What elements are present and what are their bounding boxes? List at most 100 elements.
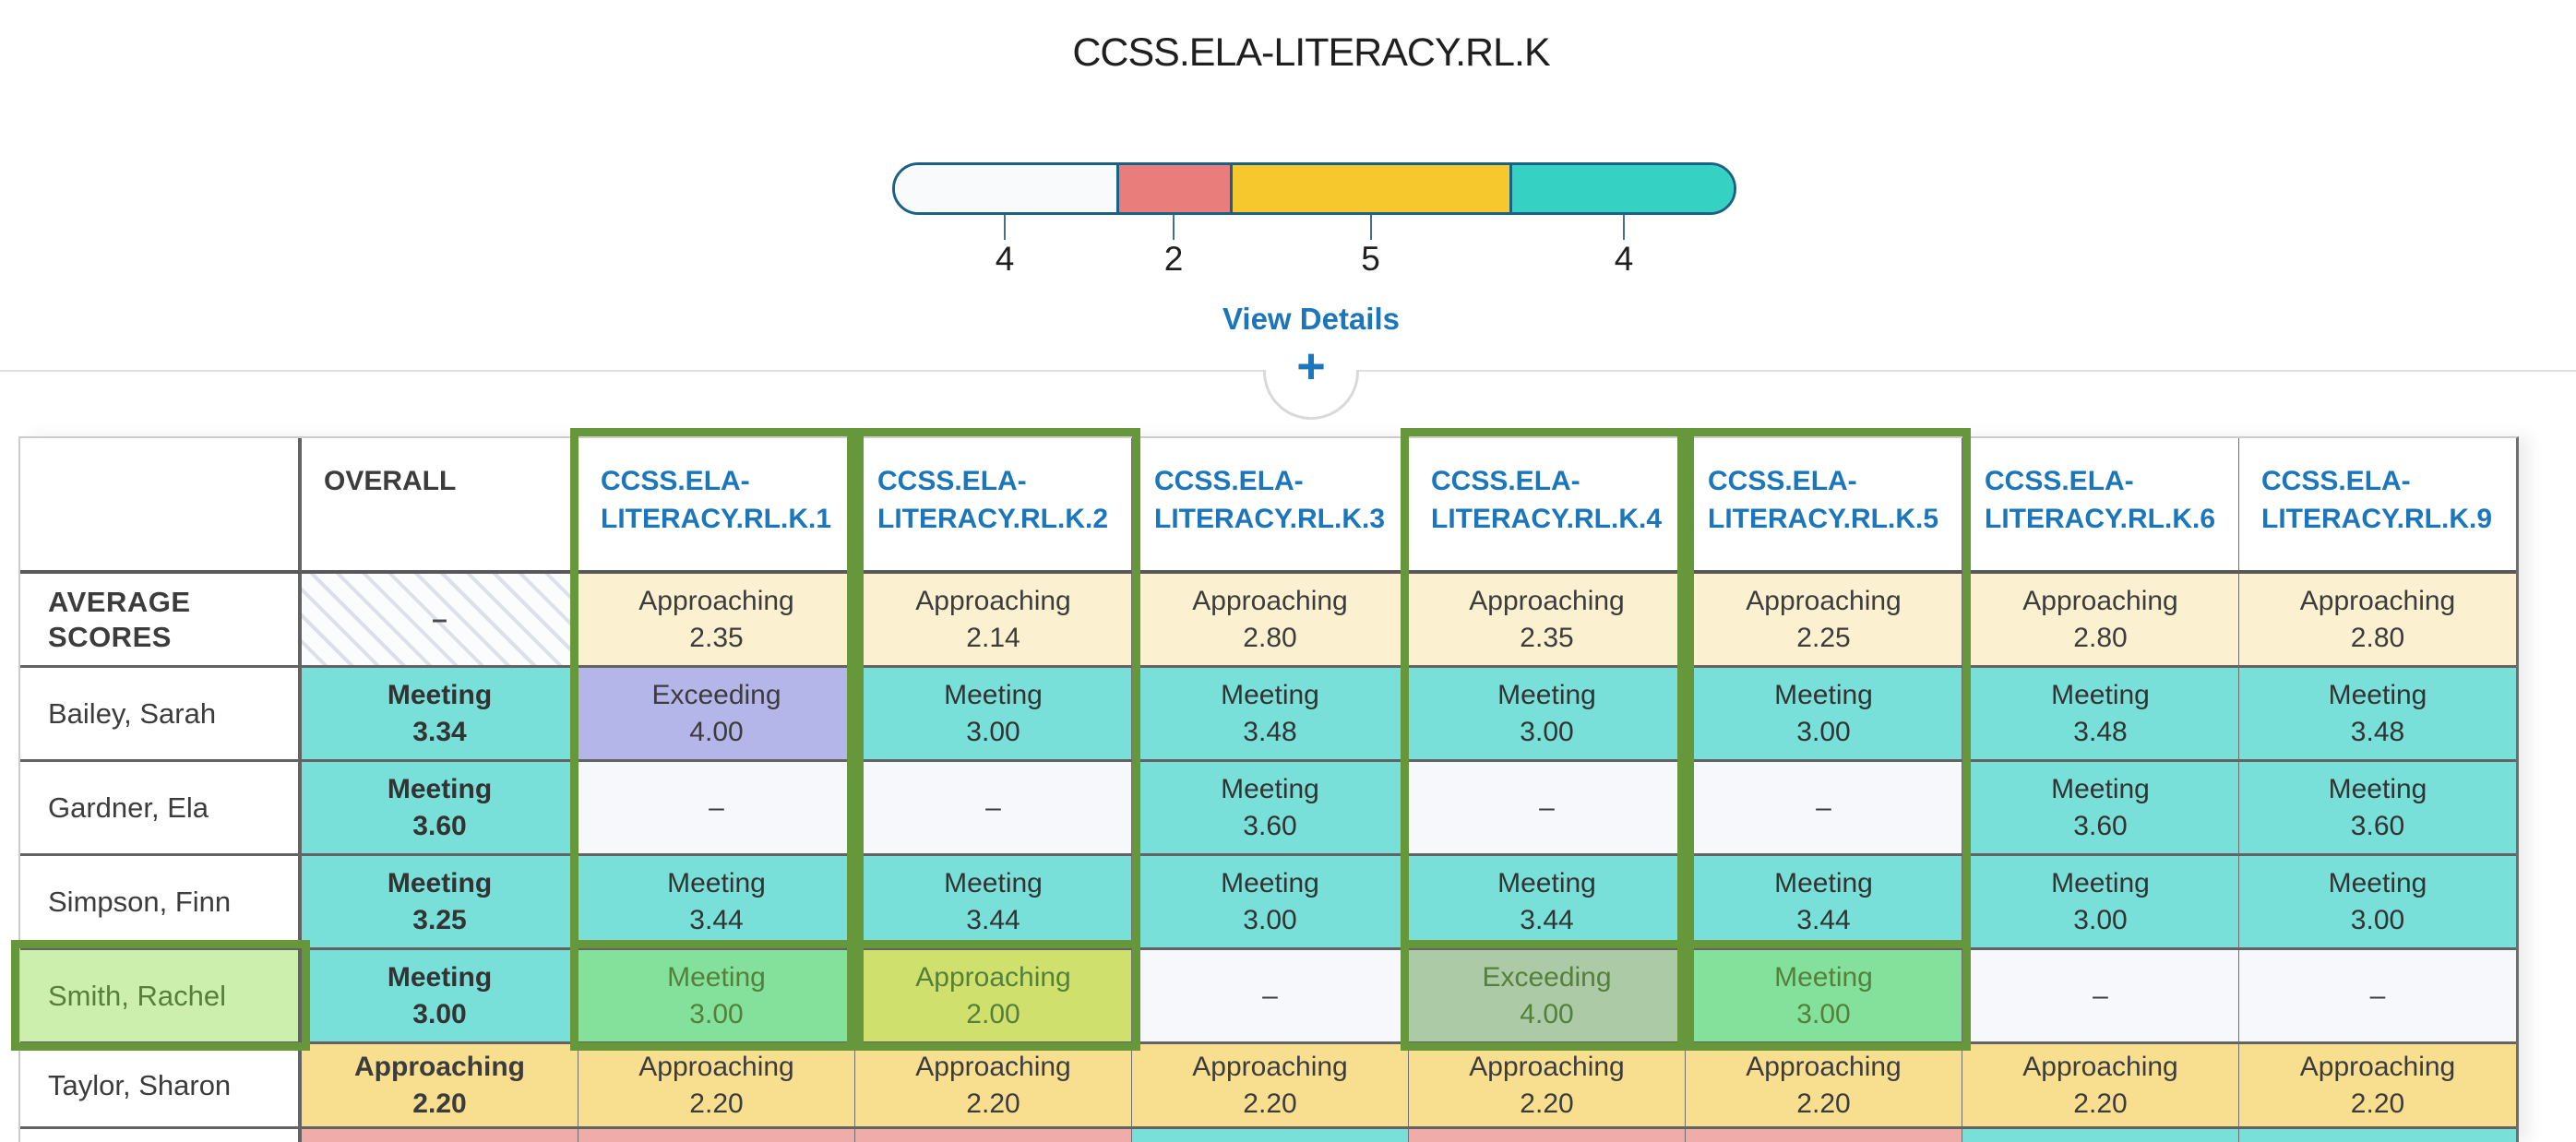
score-cell: – (1686, 762, 1962, 856)
score-level-label: Meeting (1774, 961, 1873, 993)
scores-table: OVERALL CCSS.ELA-LITERACY.RL.K.1 CCSS.ELA-… (18, 436, 2519, 1142)
score-cell: Approaching 2.20 (2239, 1044, 2516, 1129)
column-header-label: CCSS.ELA-LITERACY.RL.K.6 (1985, 466, 2216, 534)
score-cell: Meeting 3.00 (578, 950, 855, 1044)
score-cell (1409, 1129, 1686, 1142)
page-title: CCSS.ELA-LITERACY.RL.K (1072, 30, 1550, 75)
column-header-ccss-ela-literacy-rl-k-6[interactable]: CCSS.ELA-LITERACY.RL.K.6 (1962, 438, 2239, 574)
score-level-label: Meeting (2051, 679, 2150, 710)
score-level-label: Approaching (2022, 1051, 2178, 1082)
score-cell: Approaching 2.14 (855, 574, 1132, 668)
student-name: Gardner, Ela (48, 791, 209, 824)
score-cell: Approaching 2.20 (1686, 1044, 1962, 1129)
distribution-segment-no-score (895, 165, 1116, 212)
distribution-tick (1623, 215, 1625, 240)
distribution-count-label: 4 (1614, 240, 1634, 278)
score-cell: Meeting 3.48 (1962, 668, 2239, 762)
score-level-label: – (1262, 980, 1278, 1011)
score-level-label: Meeting (1497, 867, 1596, 898)
score-value: 2.35 (689, 622, 744, 653)
score-value: 2.20 (2073, 1088, 2128, 1119)
column-header-label: CCSS.ELA-LITERACY.RL.K.4 (1431, 466, 1663, 534)
score-cell: Approaching 2.80 (1132, 574, 1409, 668)
score-cell: Meeting 3.00 (1686, 950, 1962, 1044)
score-distribution-bar (892, 162, 1736, 215)
student-name-cell[interactable]: AVERAGE SCORES (20, 574, 302, 668)
score-cell (1962, 1129, 2239, 1142)
column-header-ccss-ela-literacy-rl-k-1[interactable]: CCSS.ELA-LITERACY.RL.K.1 (578, 438, 855, 574)
expand-button[interactable]: + (1296, 339, 1326, 394)
score-cell: Meeting 3.00 (2239, 856, 2516, 950)
score-cell: Meeting 3.44 (1686, 856, 1962, 950)
overall-score-cell: Meeting 3.00 (302, 950, 578, 1044)
score-level-label: Approaching (1192, 1051, 1348, 1082)
student-name: Bailey, Sarah (48, 696, 217, 730)
student-name-cell (20, 1129, 302, 1142)
student-name-cell[interactable]: Taylor, Sharon (20, 1044, 302, 1129)
column-header-label: OVERALL (324, 466, 457, 496)
score-level-label: Approaching (2299, 1051, 2456, 1082)
column-header-label: CCSS.ELA-LITERACY.RL.K.5 (1708, 466, 1939, 534)
score-value: 2.20 (966, 1088, 1020, 1119)
student-name: Simpson, Finn (48, 885, 232, 918)
view-details-link[interactable]: View Details (1222, 302, 1400, 336)
score-cell: – (578, 762, 855, 856)
distribution-count-label: 4 (995, 240, 1015, 278)
score-cell: Approaching 2.25 (1686, 574, 1962, 668)
score-level-label: – (709, 791, 724, 823)
table-row: Taylor, Sharon Approaching 2.20 Approaching… (20, 1044, 2516, 1129)
score-cell: Approaching 2.00 (855, 950, 1132, 1044)
score-value: 2.14 (966, 622, 1020, 653)
table-row: Gardner, Ela Meeting 3.60 – – Meeting 3.60 – – Me… (20, 762, 2516, 856)
score-level-label: – (1816, 791, 1831, 823)
score-cell: – (1409, 762, 1686, 856)
student-name-cell[interactable]: Gardner, Ela (20, 762, 302, 856)
score-cell (2239, 1129, 2516, 1142)
score-level-label: Approaching (2299, 585, 2456, 616)
student-name: Taylor, Sharon (48, 1068, 232, 1101)
score-level-label: Meeting (1774, 867, 1873, 898)
score-value: 3.44 (966, 904, 1020, 935)
score-value: 3.48 (1243, 716, 1297, 747)
score-level-label: Approaching (354, 1051, 525, 1082)
student-name: Smith, Rachel (48, 979, 226, 1012)
score-value: 2.80 (2350, 622, 2405, 653)
score-cell: Approaching 2.35 (578, 574, 855, 668)
score-level-label: Meeting (1221, 867, 1319, 898)
score-value: 3.00 (1796, 998, 1851, 1029)
score-cell: Approaching 2.80 (1962, 574, 2239, 668)
column-header-ccss-ela-literacy-rl-k-2[interactable]: CCSS.ELA-LITERACY.RL.K.2 (855, 438, 1132, 574)
score-level-label: – (985, 791, 1001, 823)
score-cell: Meeting 3.00 (1686, 668, 1962, 762)
score-value: 2.20 (1520, 1088, 1574, 1119)
column-header-label: CCSS.ELA-LITERACY.RL.K.3 (1154, 466, 1386, 534)
score-level-label: Meeting (2328, 773, 2427, 804)
score-level-label: Approaching (1192, 585, 1348, 616)
score-value: 2.35 (1520, 622, 1574, 653)
score-level-label: Approaching (1746, 1051, 1902, 1082)
score-level-label: – (432, 603, 447, 635)
score-level-label: Meeting (667, 867, 766, 898)
score-cell: Exceeding 4.00 (1409, 950, 1686, 1044)
column-header-ccss-ela-literacy-rl-k-4[interactable]: CCSS.ELA-LITERACY.RL.K.4 (1409, 438, 1686, 574)
student-name-cell[interactable]: Bailey, Sarah (20, 668, 302, 762)
score-value: 3.44 (1796, 904, 1851, 935)
distribution-tick (1004, 215, 1006, 240)
score-cell: Approaching 2.20 (1962, 1044, 2239, 1129)
table-row: Smith, Rachel Meeting 3.00 Meeting 3.00 Appro… (20, 950, 2516, 1044)
student-name-cell[interactable]: Simpson, Finn (20, 856, 302, 950)
score-value: 3.60 (1243, 810, 1297, 841)
score-cell: Meeting 3.44 (855, 856, 1132, 950)
column-header-ccss-ela-literacy-rl-k-9[interactable]: CCSS.ELA-LITERACY.RL.K.9 (2239, 438, 2516, 574)
column-header-ccss-ela-literacy-rl-k-5[interactable]: CCSS.ELA-LITERACY.RL.K.5 (1686, 438, 1962, 574)
score-cell: Meeting 3.00 (855, 668, 1132, 762)
score-value: 2.20 (1796, 1088, 1851, 1119)
score-level-label: Meeting (387, 773, 493, 804)
score-level-label: Meeting (1221, 773, 1319, 804)
student-name-cell[interactable]: Smith, Rachel (20, 950, 302, 1044)
column-header-ccss-ela-literacy-rl-k-3[interactable]: CCSS.ELA-LITERACY.RL.K.3 (1132, 438, 1409, 574)
score-level-label: Meeting (1774, 679, 1873, 710)
score-value: 3.00 (966, 716, 1020, 747)
overall-score-cell (302, 1129, 578, 1142)
score-cell: Meeting 3.00 (1962, 856, 2239, 950)
